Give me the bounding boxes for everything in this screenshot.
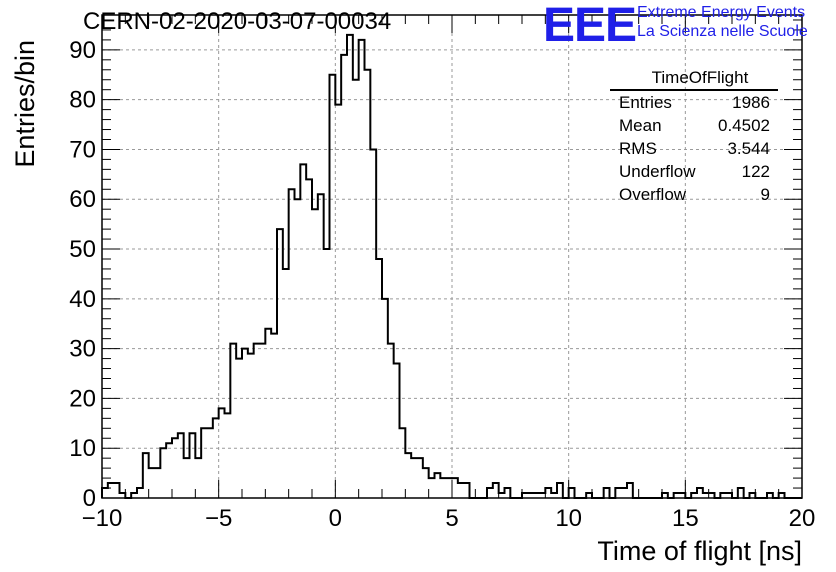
stats-divider [610, 89, 778, 91]
y-tick-label: 0 [83, 485, 96, 512]
x-tick-label: 5 [445, 505, 458, 532]
logo-caption: Extreme Energy Events La Scienza nelle S… [637, 3, 808, 41]
stats-box: TimeOfFlight Entries 1986 Mean 0.4502 RM… [610, 68, 778, 208]
stats-value: 122 [741, 162, 770, 181]
stats-row-entries: Entries 1986 [610, 93, 778, 116]
stats-label: RMS [619, 139, 657, 158]
stats-title: TimeOfFlight [651, 68, 749, 87]
y-tick-label: 50 [69, 236, 96, 263]
y-tick-label: 20 [69, 385, 96, 412]
y-tick-label: 90 [69, 37, 96, 64]
stats-row-mean: Mean 0.4502 [610, 116, 778, 139]
y-tick-label: 80 [69, 87, 96, 114]
run-title: CERN-02-2020-03-07-00034 [83, 8, 392, 35]
stats-label: Entries [619, 93, 672, 112]
x-tick-label: −10 [82, 505, 123, 532]
stats-row-overflow: Overflow 9 [610, 185, 778, 208]
stats-value: 9 [760, 185, 770, 204]
stats-value: 1986 [732, 93, 770, 112]
logo-caption-line1: Extreme Energy Events [637, 4, 806, 21]
stats-label: Mean [619, 116, 662, 135]
logo-caption-line2: La Scienza nelle Scuole [637, 23, 808, 40]
y-tick-labels: 0 10 20 30 40 50 60 70 80 90 [69, 37, 96, 512]
x-tick-label: 10 [555, 505, 582, 532]
x-tick-label: 20 [789, 505, 816, 532]
x-tick-labels: −10 −5 0 5 10 15 20 [82, 505, 816, 532]
y-tick-label: 60 [69, 186, 96, 213]
grid-lines [102, 15, 802, 498]
stats-label: Overflow [619, 185, 687, 204]
y-tick-label: 70 [69, 136, 96, 163]
stats-row-underflow: Underflow 122 [610, 162, 778, 185]
histogram-series [101, 33, 802, 499]
x-tick-label: 0 [329, 505, 342, 532]
stats-value: 0.4502 [718, 116, 770, 135]
stats-row-rms: RMS 3.544 [610, 139, 778, 162]
y-tick-label: 10 [69, 435, 96, 462]
stats-label: Underflow [619, 162, 696, 181]
y-tick-label: 30 [69, 336, 96, 363]
x-tick-label: −5 [205, 505, 232, 532]
eee-logo: EEE [543, 0, 637, 52]
axis-ticks [101, 15, 803, 499]
x-tick-label: 15 [672, 505, 699, 532]
y-axis-label: Entries/bin [10, 40, 40, 168]
y-tick-label: 40 [69, 286, 96, 313]
stats-value: 3.544 [727, 139, 770, 158]
x-axis-label: Time of flight [ns] [597, 536, 802, 566]
